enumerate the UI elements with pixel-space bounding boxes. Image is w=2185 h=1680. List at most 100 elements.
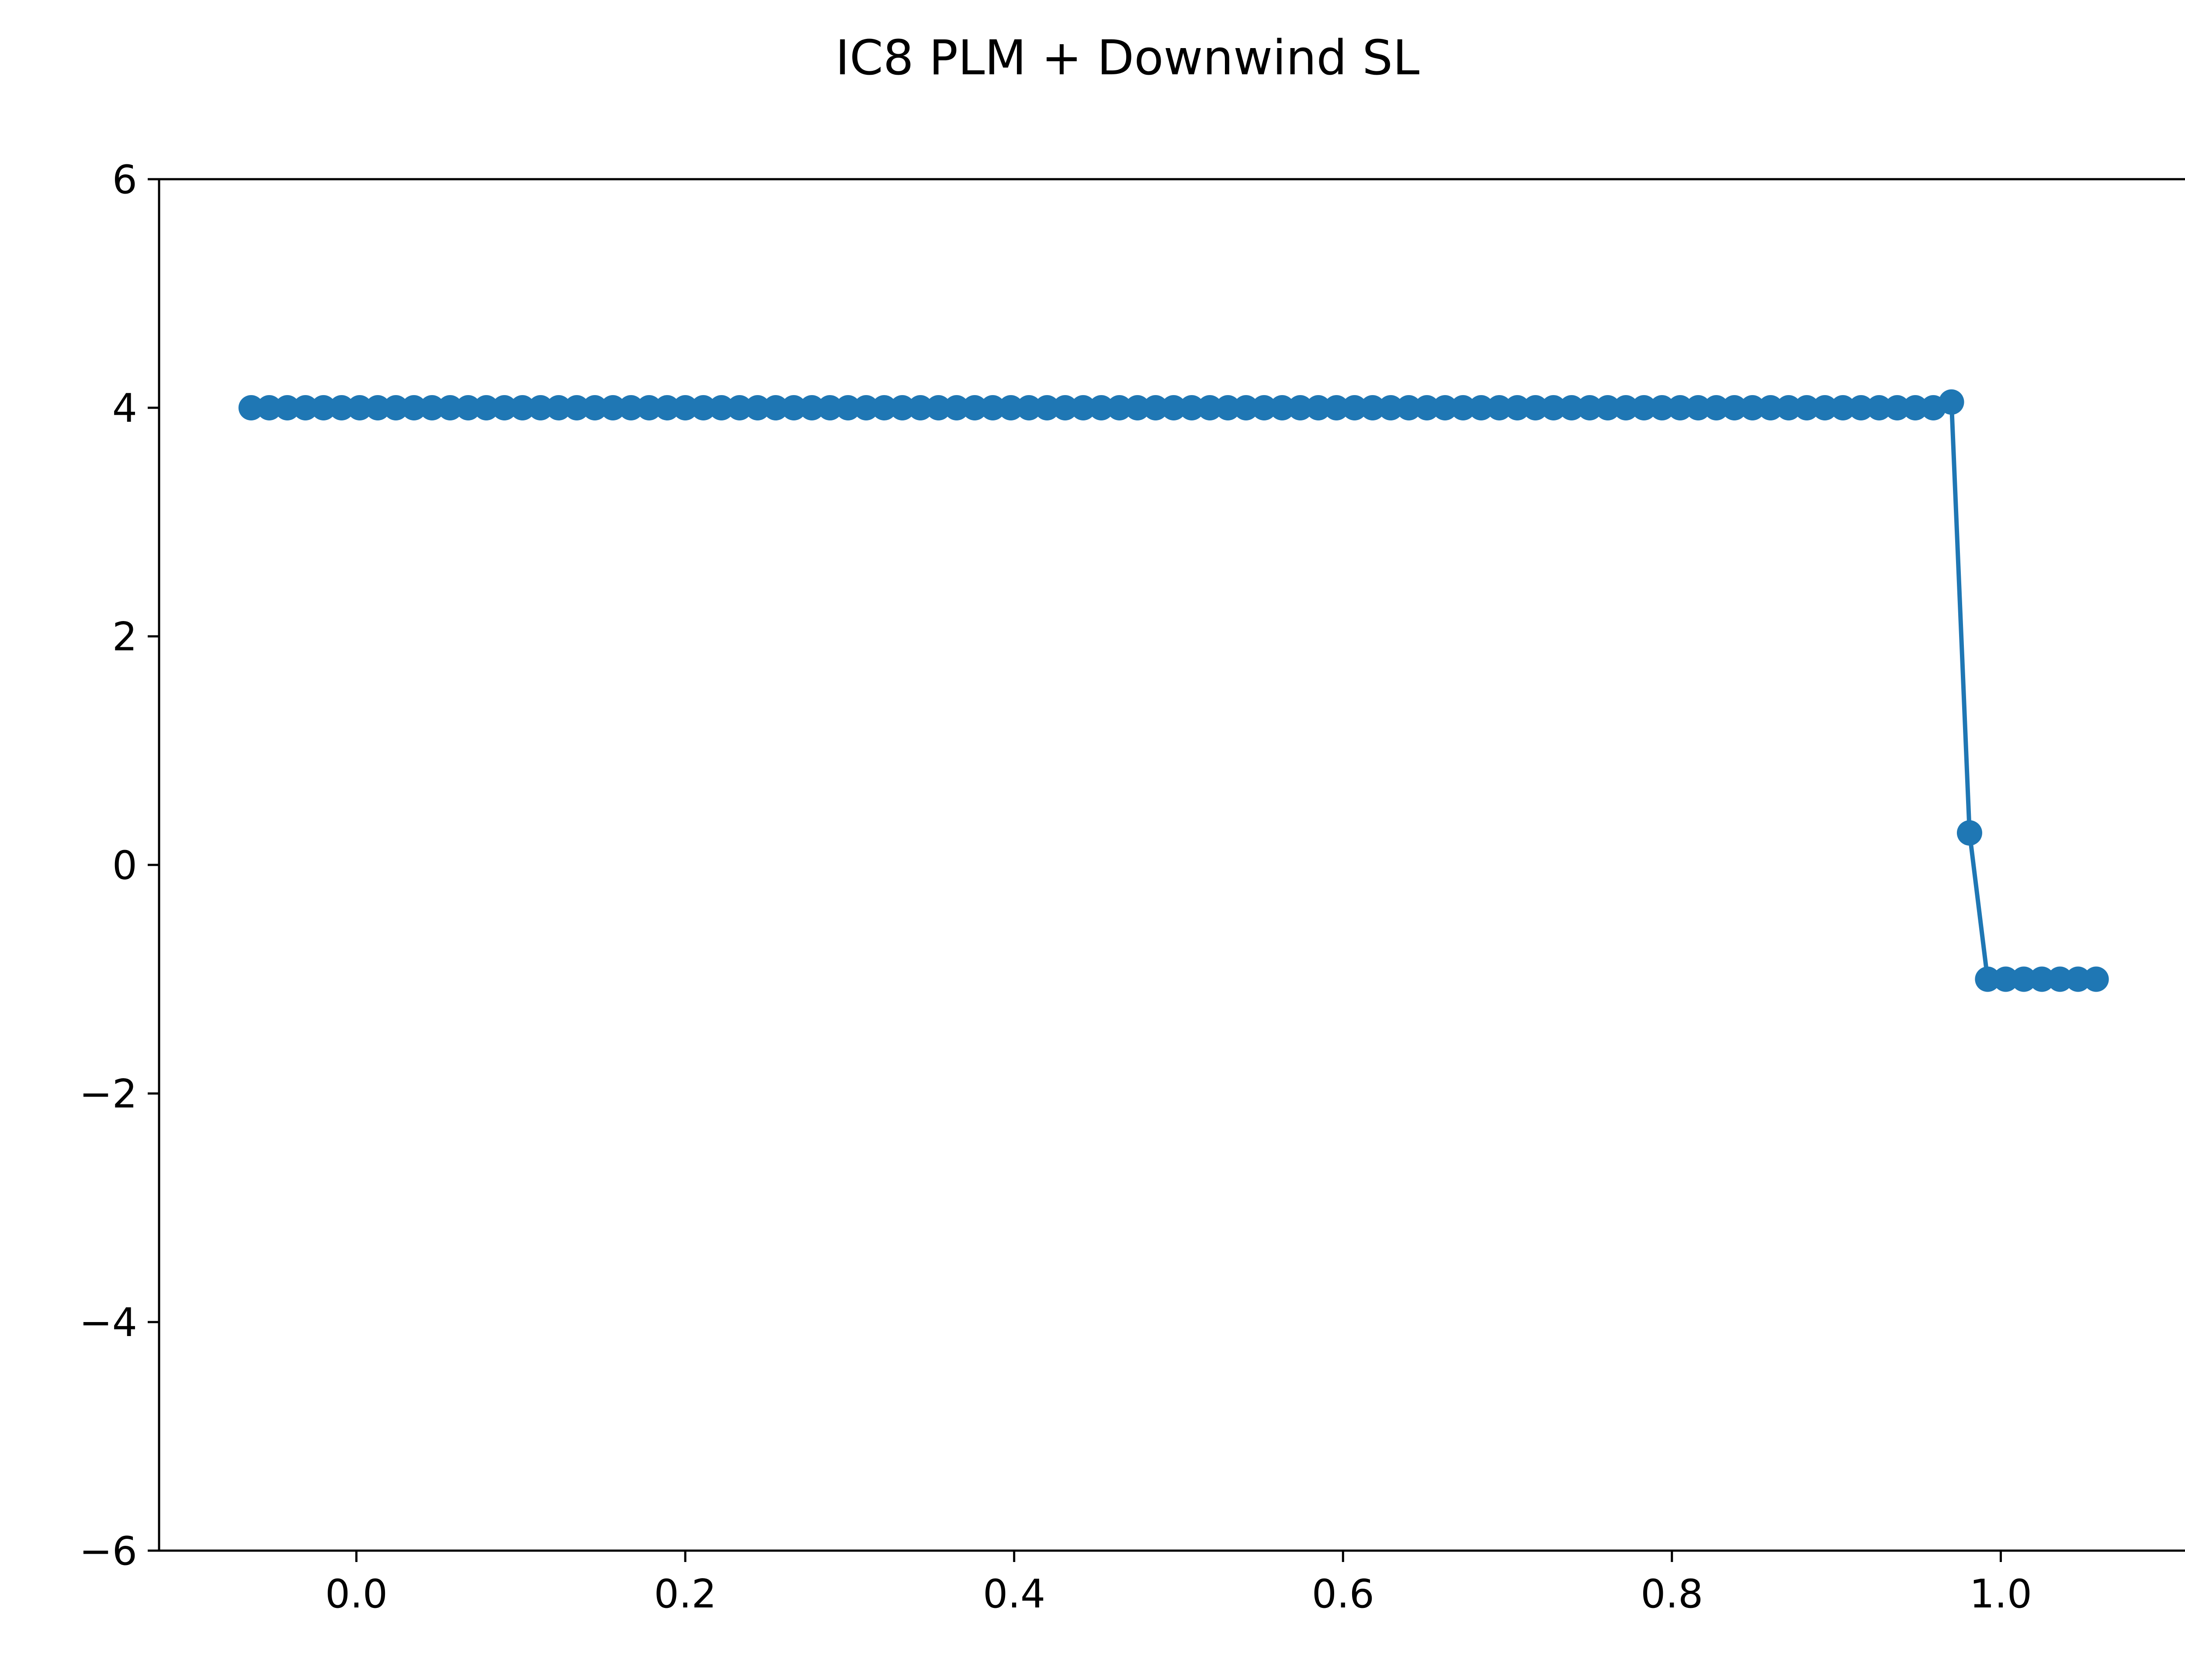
data-point [1956,820,1982,846]
data-point [292,395,318,420]
data-point [1432,395,1458,420]
y-axis: −6 −4 −2 0 2 4 6 [79,157,159,1574]
data-point [1215,395,1241,420]
data-point [600,395,626,420]
data-point [2029,966,2055,992]
x-tick-label: 0.0 [325,1571,388,1617]
data-point [311,395,336,420]
x-tick-label: 0.6 [1312,1571,1374,1617]
data-point [437,395,463,420]
data-point [1993,966,2019,992]
data-point [1812,395,1838,420]
data-point [238,395,264,420]
x-tick-label: 0.2 [654,1571,717,1617]
data-point [1414,395,1440,420]
data-point [1758,395,1783,420]
data-point [1179,395,1205,420]
data-point [962,395,988,420]
x-tick-label: 1.0 [1970,1571,2032,1617]
data-point [1342,395,1367,420]
series-layer [238,389,2109,992]
x-axis: 0.0 0.2 0.4 0.6 0.8 1.0 [325,1551,2032,1617]
data-point [727,395,753,420]
data-point [582,395,608,420]
data-point [1197,395,1223,420]
data-point [1450,395,1476,420]
data-point [1884,395,1910,420]
data-point [1540,395,1566,420]
y-tick-label: 0 [112,843,137,889]
data-point [1577,395,1602,420]
data-point [274,395,300,420]
data-point [763,395,789,420]
data-point [835,395,861,420]
y-tick-label: −4 [79,1300,137,1346]
data-point [673,395,698,420]
data-point [1595,395,1621,420]
data-point [1486,395,1512,420]
data-point [745,395,770,420]
data-point [1161,395,1186,420]
data-point [690,395,716,420]
data-point [1124,395,1150,420]
data-point [1305,395,1331,420]
data-point [1360,395,1386,420]
data-point [871,395,897,420]
data-point [455,395,481,420]
data-point [473,395,499,420]
data-point [998,395,1024,420]
data-point [383,395,409,420]
data-point [781,395,807,420]
data-point [654,395,680,420]
y-tick-label: 6 [112,157,137,203]
data-point [546,395,572,420]
data-point [1378,395,1404,420]
data-point [708,395,734,420]
data-point [980,395,1006,420]
data-point [401,395,427,420]
data-point [1613,395,1639,420]
data-point [618,395,644,420]
data-point [1233,395,1259,420]
data-point [1975,966,2001,992]
data-point [365,395,391,420]
axes-frame [158,178,2185,1552]
data-point [1721,395,1747,420]
data-point [1016,395,1042,420]
data-point [1523,395,1548,420]
data-point [1070,395,1096,420]
data-point [1468,395,1494,420]
data-point [1794,395,1820,420]
data-point [329,395,354,420]
data-point [1939,389,1964,415]
x-tick-label: 0.4 [983,1571,1045,1617]
data-point [2011,966,2037,992]
data-point [1866,395,1892,420]
data-point [636,395,662,420]
data-point [817,395,843,420]
data-point [1776,395,1802,420]
data-point [1559,395,1585,420]
data-point [492,395,517,420]
data-point [1830,395,1856,420]
data-point [1143,395,1169,420]
data-point [1052,395,1078,420]
data-point [1396,395,1422,420]
x-tick-label: 0.8 [1640,1571,1703,1617]
y-tick-label: −6 [79,1528,137,1574]
data-point [1686,395,1711,420]
data-point [2083,966,2109,992]
data-point [1324,395,1349,420]
data-point [1106,395,1132,420]
data-point [527,395,553,420]
data-point [1034,395,1060,420]
data-point [1703,395,1729,420]
data-point [2065,966,2091,992]
data-point [1902,395,1928,420]
data-point [1667,395,1693,420]
data-point [257,395,282,420]
y-tick-label: −2 [79,1071,137,1117]
